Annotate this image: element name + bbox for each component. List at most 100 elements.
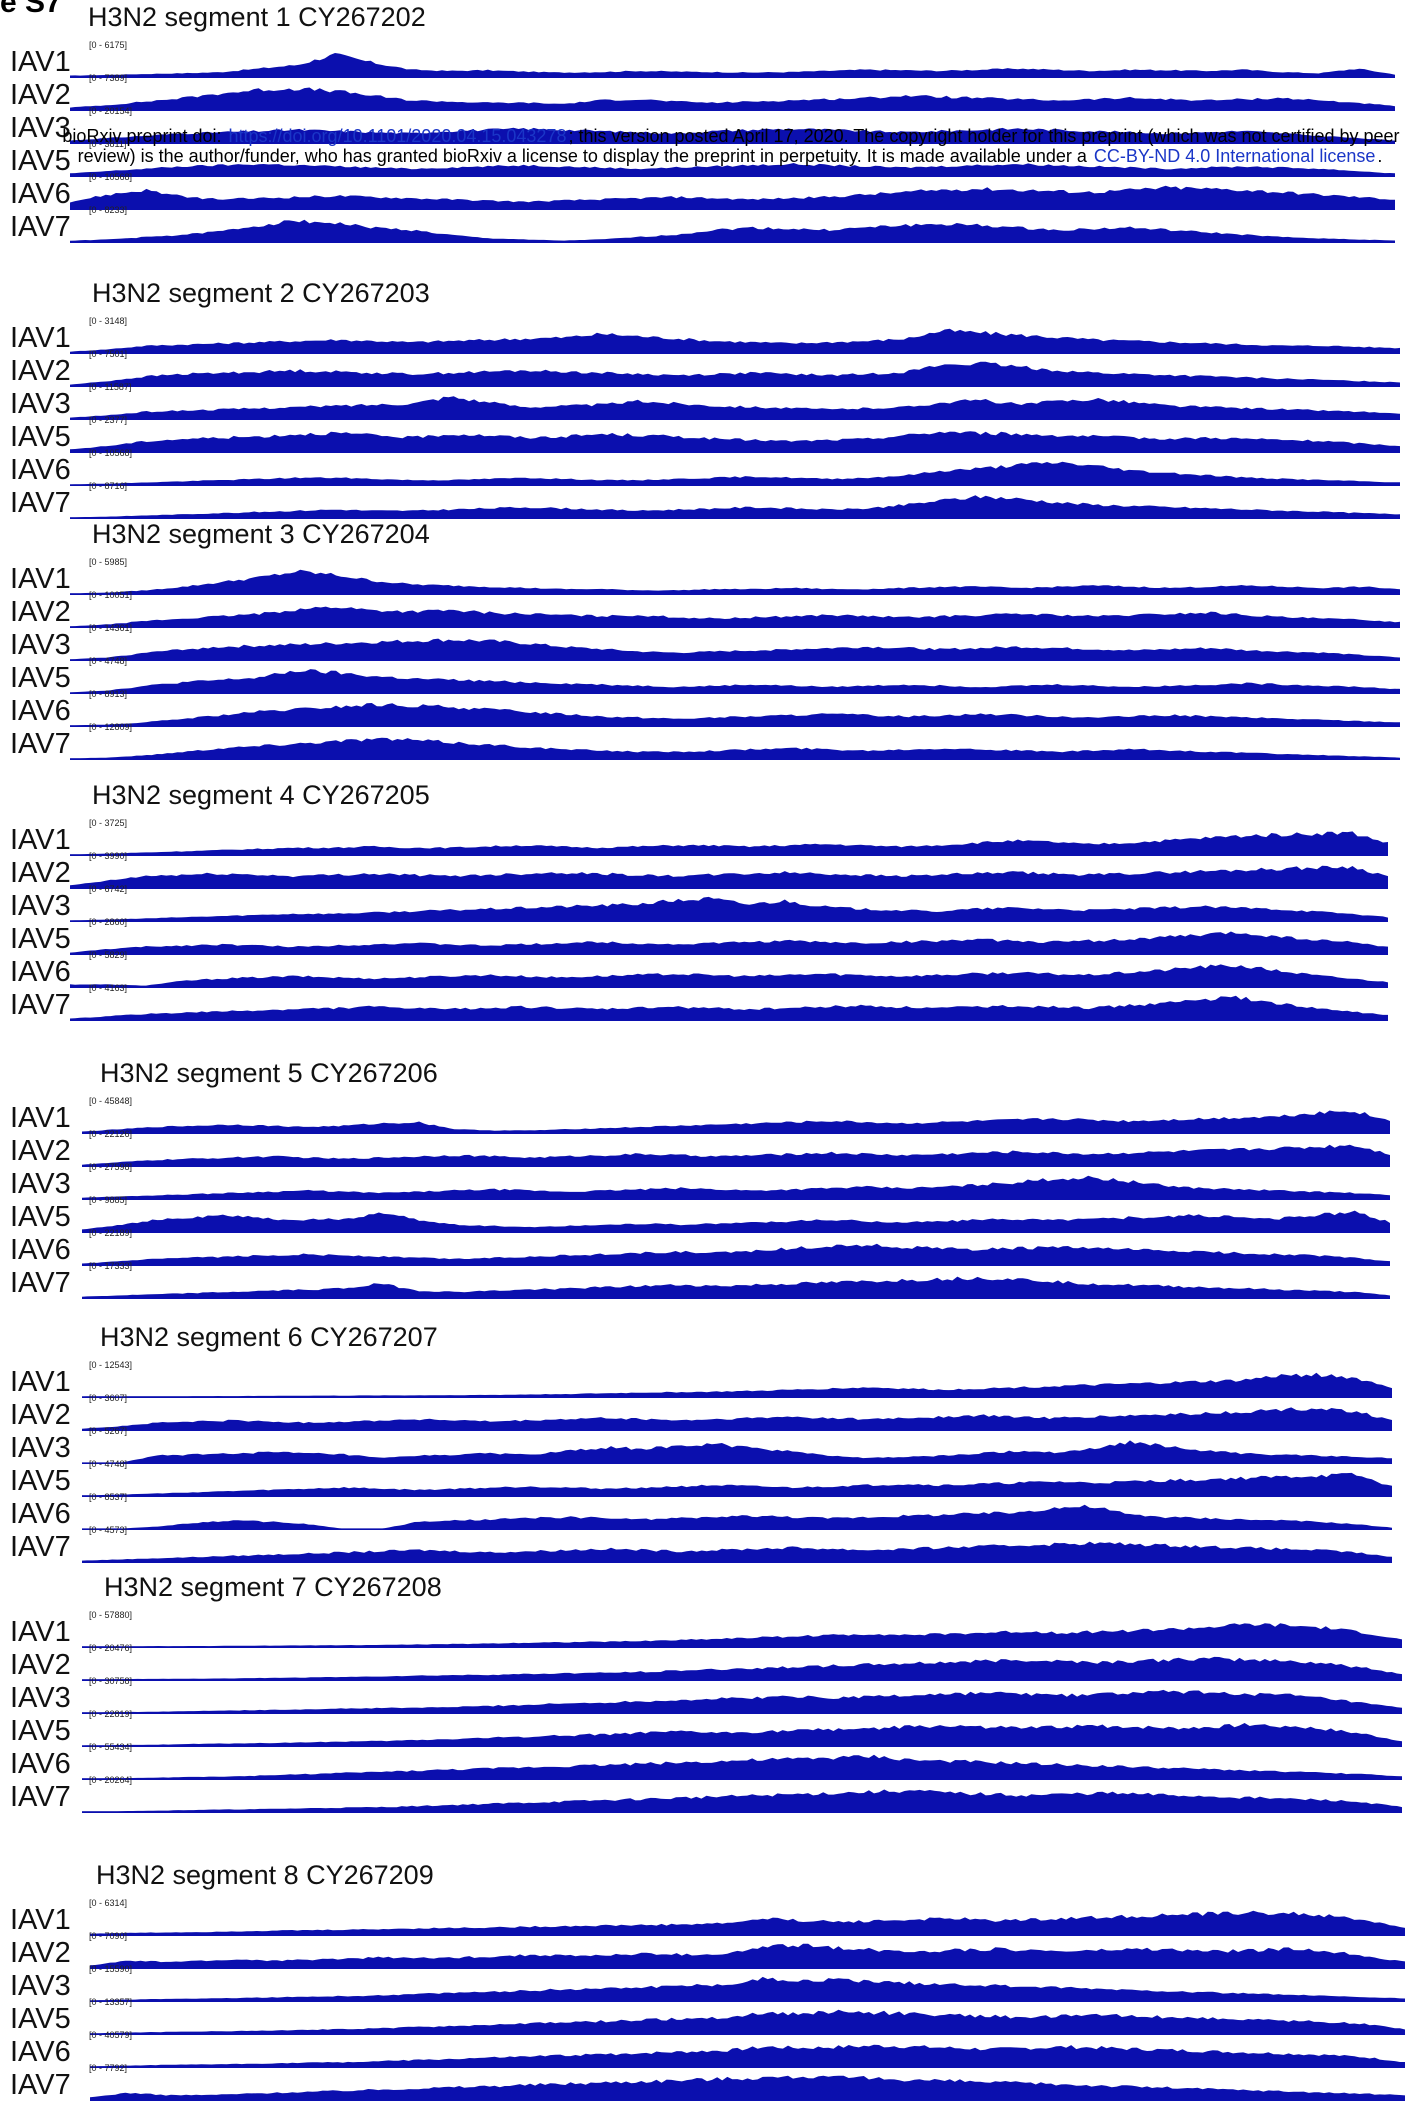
notice-text-1: bioRxiv preprint doi: [62, 126, 227, 146]
track-label: IAV7 [10, 1267, 71, 1299]
track-range: [0 - 14361] [89, 623, 133, 633]
track-label: IAV2 [10, 355, 71, 387]
coverage-track [90, 1910, 1405, 1937]
track-range: [0 - 12543] [89, 1360, 133, 1370]
coverage-track [70, 163, 1395, 178]
coverage-area [70, 461, 1400, 486]
coverage-track [70, 964, 1388, 989]
coverage-area [70, 396, 1400, 420]
coverage-track [70, 185, 1395, 211]
coverage-track [70, 328, 1400, 355]
track-label: IAV2 [10, 1135, 71, 1167]
coverage-area [70, 964, 1388, 988]
track-range: [0 - 13357] [89, 1997, 133, 2007]
coverage-track [90, 2009, 1405, 2036]
notice-text-3: . [1377, 146, 1383, 166]
coverage-track [82, 1110, 1390, 1135]
track-range: [0 - 8716] [89, 481, 128, 491]
coverage-area [82, 1175, 1390, 1200]
coverage-area [70, 831, 1388, 856]
track-label: IAV5 [10, 1715, 71, 1747]
coverage-area [82, 1276, 1390, 1299]
track-label: IAV6 [10, 956, 71, 988]
track-label: IAV2 [10, 1399, 71, 1431]
track-label: IAV2 [10, 79, 71, 111]
coverage-track [82, 1407, 1392, 1432]
coverage-track [70, 87, 1395, 112]
track-label: IAV6 [10, 695, 71, 727]
coverage-track [82, 1372, 1392, 1399]
track-label: IAV3 [10, 112, 71, 144]
coverage-track [82, 1656, 1402, 1682]
track-label: IAV6 [10, 454, 71, 486]
track-label: IAV1 [10, 46, 71, 78]
track-label: IAV2 [10, 857, 71, 889]
track-range: [0 - 27598] [89, 1162, 133, 1172]
coverage-track [70, 495, 1400, 520]
coverage-track [70, 703, 1400, 728]
panel-title: H3N2 segment 3 CY267204 [92, 519, 430, 549]
coverage-track [70, 995, 1388, 1022]
license-link[interactable]: CC-BY-ND 4.0 International license [1093, 146, 1376, 166]
coverage-area [70, 185, 1395, 210]
coverage-track [82, 1689, 1402, 1715]
coverage-track [82, 1175, 1390, 1201]
track-label: IAV5 [10, 662, 71, 694]
track-label: IAV1 [10, 563, 71, 595]
track-range: [0 - 3990] [89, 851, 128, 861]
coverage-area [82, 1754, 1402, 1780]
track-label: IAV5 [10, 2003, 71, 2035]
track-range: [0 - 11587] [89, 382, 132, 392]
track-range: [0 - 22189] [89, 1228, 133, 1238]
track-label: IAV2 [10, 596, 71, 628]
track-range: [0 - 2377] [89, 415, 128, 425]
track-label: IAV6 [10, 1234, 71, 1266]
coverage-area [82, 1210, 1390, 1233]
track-range: [0 - 7792] [89, 2063, 128, 2073]
track-range: [0 - 8233] [89, 205, 128, 215]
coverage-track [70, 431, 1400, 454]
track-range: [0 - 55434] [89, 1742, 133, 1752]
coverage-track [82, 1144, 1390, 1168]
coverage-track [70, 865, 1388, 890]
track-range: [0 - 20476] [89, 1643, 133, 1653]
track-label: IAV7 [10, 1781, 71, 1813]
coverage-area [90, 1943, 1405, 1969]
track-range: [0 - 30758] [89, 1676, 133, 1686]
panel-title: H3N2 segment 5 CY267206 [100, 1058, 438, 1088]
coverage-track [82, 1504, 1392, 1531]
track-range: [0 - 12809] [89, 722, 133, 732]
track-label: IAV5 [10, 1465, 71, 1497]
track-range: [0 - 57880] [89, 1610, 133, 1620]
track-label: IAV7 [10, 1531, 71, 1563]
coverage-area [82, 1541, 1392, 1563]
panel-title: H3N2 segment 2 CY267203 [92, 278, 430, 308]
track-label: IAV7 [10, 728, 71, 760]
coverage-area [70, 931, 1388, 955]
track-label: IAV3 [10, 1168, 71, 1200]
doi-link[interactable]: https://doi.org/10.1101/2020.04.15.04327… [228, 126, 567, 146]
coverage-area [90, 1976, 1405, 2002]
coverage-track [82, 1754, 1402, 1781]
track-label: IAV3 [10, 1970, 71, 2002]
track-range: [0 - 4163] [89, 983, 128, 993]
track-range: [0 - 5985] [89, 557, 128, 567]
coverage-track [90, 2075, 1405, 2102]
coverage-area [70, 53, 1395, 78]
track-range: [0 - 22819] [89, 1709, 133, 1719]
track-range: [0 - 20264] [89, 1775, 133, 1785]
coverage-track [82, 1210, 1390, 1234]
coverage-track [70, 53, 1395, 79]
coverage-area [82, 1723, 1402, 1747]
track-label: IAV6 [10, 2036, 71, 2068]
coverage-area [70, 896, 1388, 922]
panel-title: H3N2 segment 7 CY267208 [104, 1572, 442, 1602]
coverage-track [70, 896, 1388, 923]
coverage-track [70, 638, 1400, 662]
track-label: IAV1 [10, 322, 71, 354]
track-range: [0 - 5267] [89, 1426, 128, 1436]
coverage-track [82, 1472, 1392, 1498]
coverage-area [82, 1504, 1392, 1530]
track-range: [0 - 8537] [89, 1492, 128, 1502]
track-range: [0 - 10051] [89, 590, 133, 600]
